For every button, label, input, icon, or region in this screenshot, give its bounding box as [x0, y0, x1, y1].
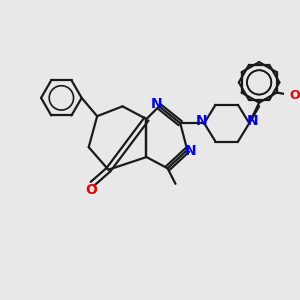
Text: N: N: [196, 114, 207, 128]
Text: O: O: [85, 183, 97, 197]
Text: N: N: [246, 114, 258, 128]
Text: O: O: [289, 89, 300, 102]
Text: N: N: [151, 97, 162, 110]
Text: N: N: [184, 144, 196, 158]
